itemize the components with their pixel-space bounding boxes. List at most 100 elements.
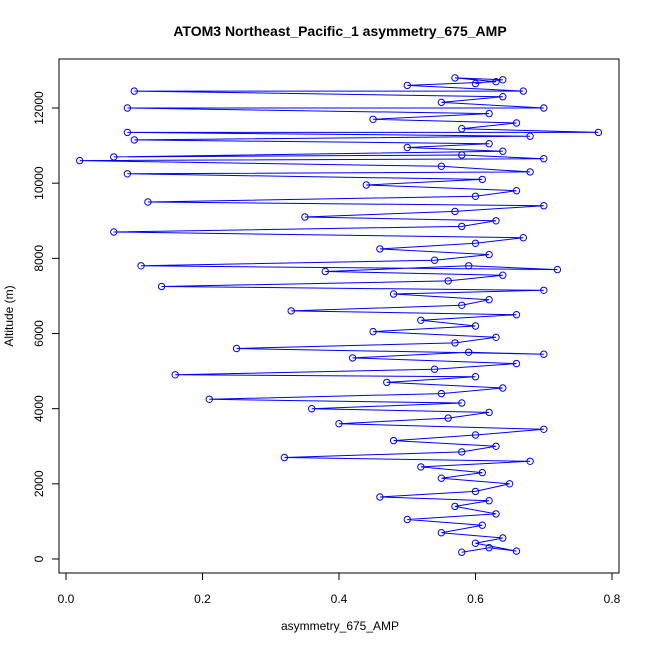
data-point: [437, 162, 446, 171]
y-axis-label: Altitude (m): [2, 285, 16, 346]
data-point: [512, 547, 521, 555]
data-point: [512, 311, 521, 319]
data-point: [526, 457, 534, 465]
data-point: [540, 155, 548, 163]
data-point: [437, 474, 446, 482]
data-point: [492, 442, 500, 450]
data-point: [437, 389, 446, 398]
data-point: [287, 307, 295, 315]
data-point: [280, 453, 289, 462]
data-point: [492, 78, 500, 86]
data-point: [540, 202, 548, 210]
data-point: [205, 395, 214, 403]
y-tick-label: 8000: [32, 245, 46, 272]
data-point: [430, 365, 439, 373]
data-point: [478, 468, 486, 477]
data-point: [123, 128, 132, 137]
data-point: [519, 234, 527, 242]
x-axis: 0.0 0.2 0.4 0.6 0.8: [58, 573, 621, 606]
data-point: [458, 448, 466, 456]
data-point: [499, 76, 507, 84]
data-point: [123, 104, 132, 112]
data-point: [499, 384, 507, 392]
x-tick-label: 0.6: [467, 592, 484, 606]
data-point: [110, 228, 118, 236]
data-point: [492, 217, 500, 225]
data-point: [505, 480, 514, 488]
data-point: [458, 222, 466, 231]
y-tick-label: 4000: [32, 395, 46, 422]
data-point: [540, 350, 548, 358]
data-point: [383, 378, 391, 387]
data-point: [437, 529, 446, 537]
data-point: [417, 316, 425, 324]
data-point: [471, 487, 480, 496]
data-point: [485, 109, 493, 118]
data-point: [526, 168, 534, 176]
data-point: [157, 282, 166, 291]
data-point: [458, 125, 466, 133]
data-point: [471, 322, 480, 330]
data-point: [485, 296, 493, 304]
data-point: [130, 87, 139, 95]
y-tick-label: 0: [32, 555, 46, 562]
data-point: [308, 405, 316, 413]
data-point: [465, 348, 473, 356]
data-point: [499, 93, 507, 101]
y-tick-label: 2000: [32, 470, 46, 497]
data-point: [471, 539, 480, 547]
data-point: [451, 207, 459, 216]
data-point: [512, 119, 521, 127]
data-point: [123, 170, 132, 178]
data-series: [76, 74, 603, 556]
data-point: [458, 399, 466, 407]
data-point: [540, 104, 548, 112]
data-point: [348, 354, 357, 362]
data-point: [376, 493, 384, 501]
data-point: [492, 510, 500, 518]
data-point: [526, 132, 534, 140]
data-point: [403, 515, 411, 524]
data-point: [144, 198, 152, 206]
data-point: [451, 74, 459, 82]
data-point: [171, 371, 179, 379]
x-tick-label: 0.4: [331, 592, 348, 606]
x-tick-label: 0.2: [194, 592, 211, 606]
data-point: [594, 128, 603, 137]
data-point: [362, 181, 370, 189]
data-point: [76, 156, 84, 165]
data-point: [471, 239, 480, 248]
data-point: [130, 136, 139, 144]
data-point: [540, 425, 548, 433]
data-point: [369, 115, 377, 124]
data-point: [458, 548, 466, 556]
data-point: [430, 256, 439, 264]
data-point: [478, 175, 486, 184]
data-point: [444, 277, 452, 285]
data-point: [478, 521, 486, 529]
data-point: [471, 373, 480, 381]
data-point: [471, 192, 480, 201]
y-tick-label: 6000: [32, 320, 46, 347]
x-tick-label: 0.8: [604, 592, 621, 606]
data-point: [369, 327, 377, 336]
data-point: [417, 463, 425, 471]
y-tick-label: 12000: [32, 91, 46, 125]
data-point: [499, 534, 507, 542]
data-point: [458, 151, 466, 159]
data-point: [485, 497, 493, 505]
data-point: [301, 213, 309, 221]
x-tick-label: 0.0: [58, 592, 75, 606]
data-point: [512, 359, 521, 368]
x-axis-label: asymmetry_675_AMP: [281, 619, 399, 633]
data-point: [389, 436, 398, 445]
data-point: [471, 431, 480, 439]
data-point: [471, 79, 480, 88]
data-point: [492, 333, 500, 341]
data-point: [485, 140, 493, 148]
data-point: [485, 250, 493, 259]
y-axis: 0 2000 4000 6000 8000 10000 12000: [32, 91, 59, 562]
data-point: [485, 544, 493, 552]
data-point: [519, 87, 527, 95]
data-point: [389, 290, 398, 298]
